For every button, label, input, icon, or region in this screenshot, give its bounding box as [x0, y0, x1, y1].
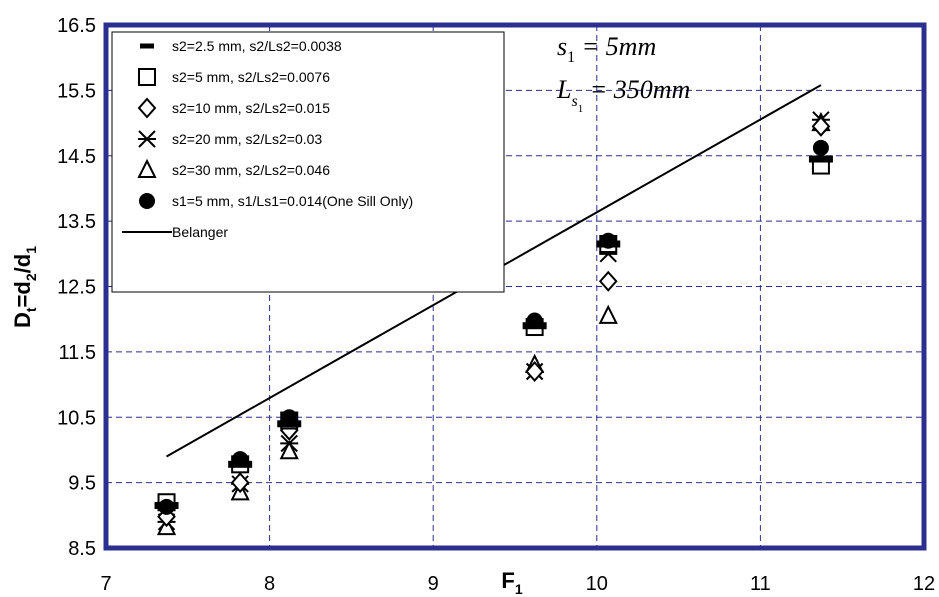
y-tick-label: 15.5 — [57, 80, 96, 102]
plot-frame — [103, 22, 927, 551]
x-tick-label: 10 — [586, 573, 608, 595]
y-tick-label: 9.5 — [68, 473, 96, 495]
circle-marker — [232, 451, 249, 468]
legend-diamond-symbol — [137, 97, 157, 119]
legend-asterisk-symbol — [138, 130, 156, 148]
legend-circle-symbol — [139, 193, 155, 209]
dash-marker — [808, 155, 833, 163]
circle-marker — [812, 139, 829, 156]
y-tick-label: 10.5 — [57, 407, 96, 429]
legend-box — [111, 31, 505, 293]
y-tick-label: 8.5 — [68, 538, 96, 560]
x-tick-label: 11 — [750, 573, 771, 595]
legend-triangle-symbol — [137, 158, 157, 178]
circle-marker — [281, 409, 298, 426]
y-tick-label: 16.5 — [57, 15, 96, 37]
legend-label: s2=2.5 mm, s2/Ls2=0.0038 — [172, 38, 342, 54]
legend-label: s2=5 mm, s2/Ls2=0.0076 — [172, 69, 330, 85]
annotation-s1: s1 = 5mm — [557, 32, 656, 66]
x-tick-label: 8 — [264, 573, 275, 595]
grid-lines — [106, 25, 924, 548]
annotation-ls1: Ls1 = 350mm — [556, 75, 690, 115]
triangle-marker — [279, 440, 299, 460]
diamond-marker — [525, 360, 544, 382]
y-axis-title: Dt=d2/d1 — [10, 246, 39, 328]
legend-label: s2=20 mm, s2/Ls2=0.03 — [172, 131, 322, 147]
legend-label: s2=10 mm, s2/Ls2=0.015 — [172, 100, 330, 116]
x-tick-labels: 7 8 9 10 11 12 — [100, 573, 935, 595]
legend-dash-symbol — [140, 43, 154, 49]
triangle-marker — [598, 304, 618, 324]
x-tick-label: 12 — [913, 573, 935, 595]
diamond-marker — [598, 270, 618, 292]
circle-marker — [600, 232, 617, 249]
legend-label: Belanger — [172, 224, 228, 240]
circle-marker — [158, 498, 175, 515]
axis-titles: F1 Dt=d2/d1 — [10, 246, 523, 597]
y-tick-label: 11.5 — [59, 342, 96, 364]
x-tick-label: 7 — [100, 573, 111, 595]
legend-label: s1=5 mm, s1/Ls1=0.014(One Sill Only) — [172, 193, 413, 209]
y-tick-label: 13.5 — [57, 211, 96, 233]
y-tick-labels: 8.5 9.5 10.5 11.5 12.5 13.5 14.5 15.5 16.5 — [57, 15, 96, 560]
markers-layer — [154, 111, 833, 536]
diamond-marker — [230, 472, 250, 494]
x-tick-label: 9 — [428, 573, 439, 595]
annotations: s1 = 5mm Ls1 = 350mm — [556, 32, 690, 115]
legend: s2=2.5 mm, s2/Ls2=0.0038 s2=5 mm, s2/Ls2=… — [111, 31, 505, 293]
circle-marker — [526, 312, 543, 329]
diamond-marker — [811, 115, 831, 137]
legend-label: s2=30 mm, s2/Ls2=0.046 — [172, 162, 330, 178]
x-axis-title: F1 — [501, 568, 522, 597]
legend-square-symbol — [138, 68, 156, 86]
y-tick-label: 12.5 — [57, 277, 96, 299]
asterisk-marker — [280, 434, 299, 453]
y-tick-label: 14.5 — [57, 146, 96, 168]
